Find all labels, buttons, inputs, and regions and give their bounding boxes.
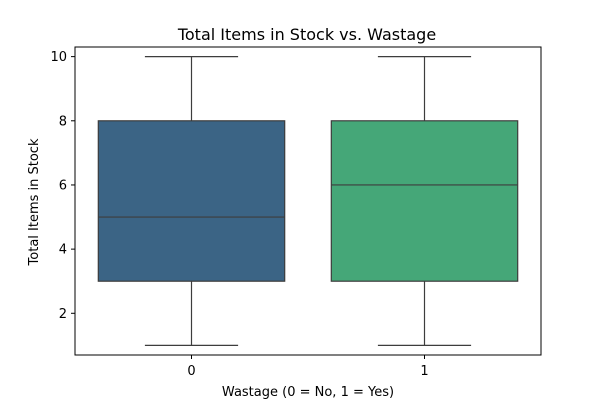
box-0 [97, 56, 286, 346]
plot-area [97, 56, 519, 346]
x-tick-label: 0 [187, 364, 195, 379]
iqr-box [97, 120, 286, 282]
y-tick-label: 4 [59, 243, 67, 258]
y-axis-label: Total Items in Stock [27, 138, 42, 266]
y-tick-label: 2 [59, 307, 67, 322]
chart-title: Total Items in Stock vs. Wastage [177, 25, 436, 44]
plot-frame [74, 46, 542, 356]
box-1 [330, 56, 519, 346]
iqr-box [330, 120, 519, 282]
y-tick-label: 6 [59, 178, 67, 193]
y-tick-label: 8 [59, 114, 67, 129]
x-tick-label: 1 [420, 364, 428, 379]
y-tick-label: 10 [50, 50, 67, 65]
x-axis-label: Wastage (0 = No, 1 = Yes) [222, 385, 394, 400]
